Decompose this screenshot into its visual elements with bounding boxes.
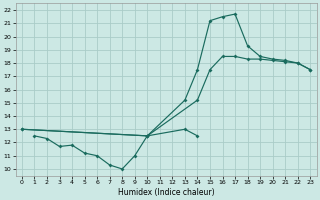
X-axis label: Humidex (Indice chaleur): Humidex (Indice chaleur) (118, 188, 214, 197)
